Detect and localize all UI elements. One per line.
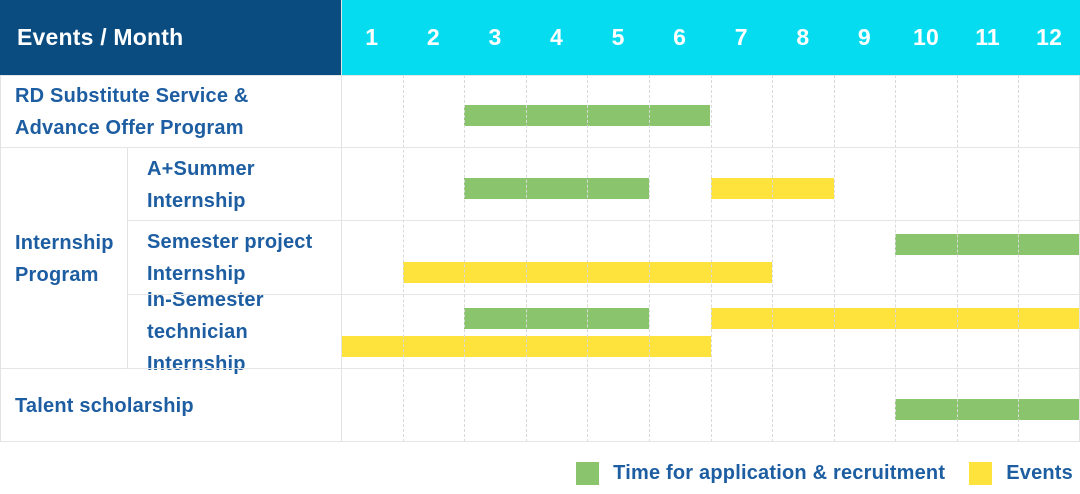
row-chart-area [341,75,1080,148]
month-header-7: 7 [734,24,748,50]
grid-hline [0,75,1080,76]
row-chart-area [341,369,1080,442]
month-header-4: 4 [550,24,564,50]
month-header-10: 10 [913,24,939,50]
month-header-1: 1 [365,24,379,50]
grid-hline [127,294,1080,295]
row-label-rd-substitute: RD Substitute Service & Advance Offer Pr… [15,84,249,139]
grid-hline [0,147,1080,148]
recruitment-color-swatch [576,462,600,485]
row-chart-area [341,295,1080,369]
row-label-in-semester-technician: In-Semester technician Internship [147,289,264,375]
bar-recruitment [464,307,649,329]
legend-label-recruitment: Time for application & recruitment [613,462,946,484]
row-group-label-internship-program: Internship Program [15,231,114,286]
row-label-talent-scholarship: Talent scholarship [15,394,194,417]
grid-hline [127,220,1080,221]
bar-event [341,335,711,357]
month-header-row: 1 2 3 4 5 6 7 8 9 10 11 12 [341,0,1080,75]
bar-event [710,307,1080,329]
month-header-12: 12 [1036,24,1063,50]
bar-recruitment [895,233,1080,255]
month-header-8: 8 [796,24,810,50]
grid-hline [0,441,1080,442]
grid-vline [0,75,1,442]
table-row: Talent scholarship [0,369,1080,442]
legend-item-events: Events [969,462,1073,485]
bar-recruitment [464,178,649,199]
grid-vline [341,0,342,442]
events-color-swatch [969,462,993,485]
bar-event [710,178,834,199]
legend-label-events: Events [1006,462,1073,484]
month-header-3: 3 [488,24,502,50]
header-title-cell: Events / Month [0,0,341,75]
legend: Time for application & recruitment Event… [576,462,1073,485]
row-label-a-plus-summer: A+Summer Internship [147,157,255,212]
bar-recruitment [895,399,1080,420]
table-row: In-Semester technician Internship [0,289,1080,375]
table-row: A+Summer Internship [0,148,1080,221]
row-chart-area [341,148,1080,221]
table-row: RD Substitute Service & Advance Offer Pr… [0,75,1080,148]
grid-vline [127,148,128,369]
month-header-6: 6 [673,24,687,50]
legend-item-recruitment: Time for application & recruitment [576,462,945,485]
row-label-semester-project: Semester project Internship [147,231,313,285]
month-header-9: 9 [857,24,871,50]
bar-event [402,261,773,283]
bar-recruitment [464,105,711,126]
grid-hline [0,368,1080,369]
page-title: Events / Month [17,24,184,50]
month-header-2: 2 [426,24,440,50]
month-header-11: 11 [975,24,1000,50]
month-header-5: 5 [611,24,625,50]
row-chart-area [341,221,1080,295]
